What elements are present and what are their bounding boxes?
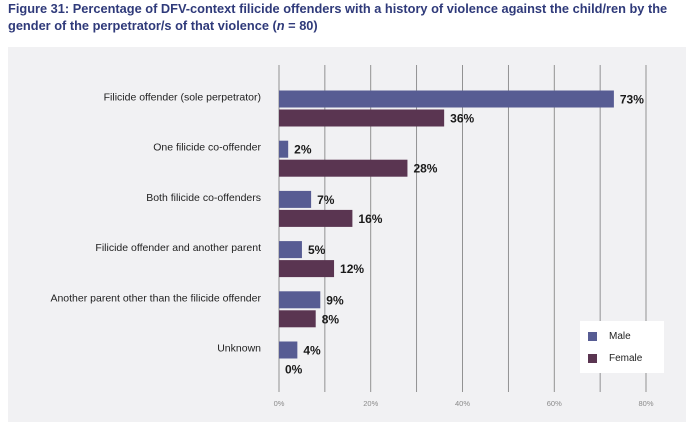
title-n-variable: n bbox=[276, 17, 285, 33]
value-label-male: 73% bbox=[620, 93, 644, 107]
bar-female-another-parent-other-than-the-filicide-offender bbox=[279, 310, 316, 328]
bar-male-both-filicide-co-offenders bbox=[279, 190, 312, 208]
value-label-male: 5% bbox=[308, 243, 326, 257]
category-label-filicide-offender-sole-perpetrator: Filicide offender (sole perpetrator) bbox=[104, 92, 261, 104]
x-tick-label: 80% bbox=[638, 399, 653, 408]
x-tick-label: 0% bbox=[274, 399, 285, 408]
legend-label-female: Female bbox=[609, 353, 643, 364]
category-label-another-parent-other-than-the-filicide-offender: Another parent other than the filicide o… bbox=[50, 292, 261, 304]
legend-item-male: Male bbox=[588, 331, 631, 342]
value-label-female: 16% bbox=[358, 212, 382, 226]
legend-item-female: Female bbox=[588, 353, 642, 364]
category-label-filicide-offender-and-another-parent: Filicide offender and another parent bbox=[95, 242, 261, 254]
bar-female-filicide-offender-sole-perpetrator bbox=[279, 109, 445, 127]
chart-legend: Male Female bbox=[580, 321, 664, 373]
legend-swatch-female bbox=[588, 354, 597, 363]
bar-male-filicide-offender-and-another-parent bbox=[279, 241, 302, 259]
category-label-unknown: Unknown bbox=[217, 343, 261, 355]
value-label-female: 12% bbox=[340, 262, 364, 276]
value-label-female: 36% bbox=[450, 112, 474, 126]
bar-male-filicide-offender-sole-perpetrator bbox=[279, 90, 614, 108]
chart-title: Figure 31: Percentage of DFV-context fil… bbox=[8, 1, 690, 34]
bar-male-one-filicide-co-offender bbox=[279, 140, 289, 158]
bar-male-unknown bbox=[279, 341, 298, 359]
value-label-male: 7% bbox=[317, 193, 335, 207]
value-label-female: 28% bbox=[413, 162, 437, 176]
x-tick-label: 60% bbox=[547, 399, 562, 408]
value-label-female: 8% bbox=[322, 312, 340, 326]
x-tick-label: 20% bbox=[363, 399, 378, 408]
title-prefix: Figure 31: Percentage of DFV-context fil… bbox=[8, 1, 668, 33]
category-label-both-filicide-co-offenders: Both filicide co-offenders bbox=[146, 192, 261, 204]
value-label-male: 4% bbox=[303, 344, 321, 358]
title-suffix: = 80) bbox=[284, 17, 318, 33]
value-label-female: 0% bbox=[285, 363, 303, 377]
category-label-one-filicide-co-offender: One filicide co-offender bbox=[153, 142, 261, 154]
value-label-male: 9% bbox=[326, 293, 344, 307]
value-label-male: 2% bbox=[294, 143, 312, 157]
bar-female-both-filicide-co-offenders bbox=[279, 209, 353, 227]
legend-swatch-male bbox=[588, 332, 597, 341]
x-tick-label: 40% bbox=[455, 399, 470, 408]
bar-male-another-parent-other-than-the-filicide-offender bbox=[279, 291, 321, 309]
bar-female-filicide-offender-and-another-parent bbox=[279, 260, 335, 278]
legend-label-male: Male bbox=[609, 331, 631, 342]
bar-female-one-filicide-co-offender bbox=[279, 159, 408, 177]
